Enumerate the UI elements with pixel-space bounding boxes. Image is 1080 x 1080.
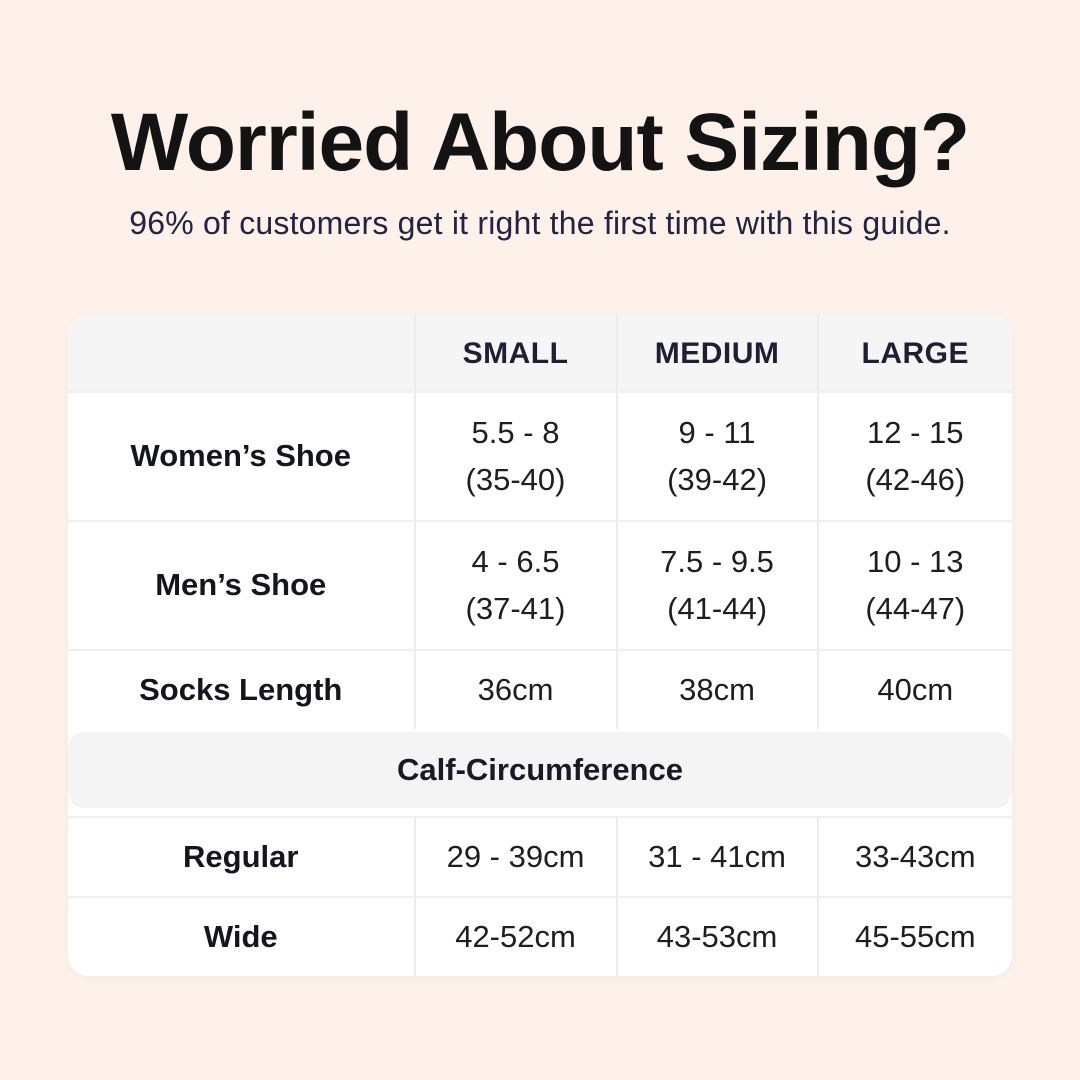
table-row-socks-length: Socks Length 36cm 38cm 40cm [68,649,1012,729]
value-cell-small: 29 - 39cm [413,818,616,896]
row-label: Wide [203,918,278,954]
row-label: Men’s Shoe [155,567,327,603]
value-cell-medium: 7.5 - 9.5 (41-44) [615,522,817,649]
row-label: Regular [183,838,299,874]
size-chart-table: SMALL MEDIUM LARGE Women’s Shoe 5.5 - 8 … [68,315,1012,976]
value-cell-medium: 9 - 11 (39-42) [615,393,817,520]
table-row-wide: Wide 42-52cm 43-53cm 45-55cm [68,896,1012,976]
value-cell-medium: 31 - 41cm [615,818,817,896]
header-cell-medium: MEDIUM [615,315,817,391]
page-subtitle: 96% of customers get it right the first … [129,205,951,242]
value-cell-small: 5.5 - 8 (35-40) [413,393,616,520]
value-cell-medium: 43-53cm [615,898,817,976]
value-cell-large: 33-43cm [816,818,1012,896]
hero-section: Worried About Sizing? 96% of customers g… [0,0,1080,242]
header-cell-large: LARGE [816,315,1012,391]
value-cell-large: 12 - 15 (42-46) [816,393,1012,520]
table-row-mens-shoe: Men’s Shoe 4 - 6.5 (37-41) 7.5 - 9.5 (41… [68,520,1012,649]
header-cell-small: SMALL [413,315,616,391]
value-cell-large: 10 - 13 (44-47) [816,522,1012,649]
table-header-row: SMALL MEDIUM LARGE [68,315,1012,391]
value-cell-small: 36cm [413,651,616,729]
section-header-calf-circumference: Calf-Circumference [68,732,1012,808]
row-label: Socks Length [139,671,343,707]
header-cell-empty [68,315,414,391]
page-title: Worried About Sizing? [110,97,970,188]
value-cell-medium: 38cm [615,651,817,729]
row-label: Women’s Shoe [130,438,351,474]
value-cell-small: 42-52cm [413,898,616,976]
value-cell-small: 4 - 6.5 (37-41) [413,522,616,649]
value-cell-large: 40cm [816,651,1012,729]
table-row-regular: Regular 29 - 39cm 31 - 41cm 33-43cm [68,816,1012,896]
table-row-womens-shoe: Women’s Shoe 5.5 - 8 (35-40) 9 - 11 (39-… [68,391,1012,520]
value-cell-large: 45-55cm [816,898,1012,976]
